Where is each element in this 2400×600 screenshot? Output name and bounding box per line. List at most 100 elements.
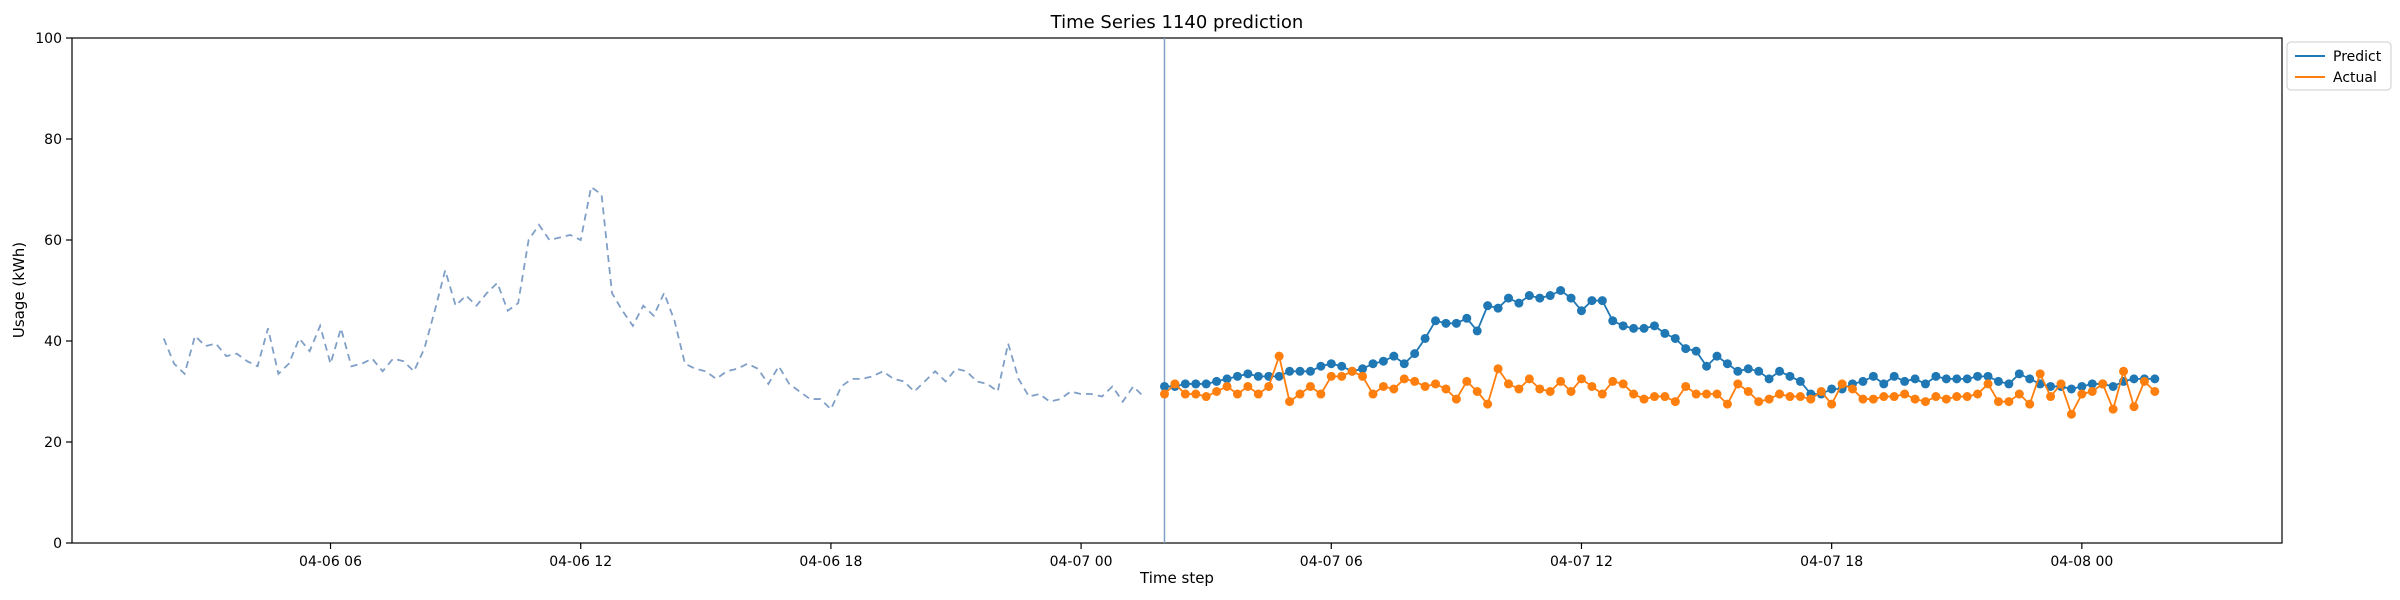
predict-data-point	[2066, 384, 2076, 394]
predict-data-point	[1222, 374, 1232, 384]
actual-data-point	[1389, 384, 1399, 394]
predict-data-point	[1649, 321, 1659, 331]
actual-data-point	[1733, 379, 1743, 389]
actual-data-point	[1889, 392, 1899, 402]
actual-data-point	[1556, 376, 1566, 386]
actual-data-point	[1993, 397, 2003, 407]
actual-data-point	[1472, 387, 1482, 396]
predict-data-point	[1535, 293, 1545, 303]
actual-data-point	[1170, 379, 1180, 389]
predict-data-point	[1639, 323, 1649, 333]
actual-data-point	[1795, 392, 1805, 402]
y-tick-label: 80	[44, 132, 62, 148]
actual-data-point	[1399, 374, 1409, 384]
predict-data-point	[1962, 374, 1972, 384]
predict-data-point	[1910, 374, 1920, 384]
predict-data-point	[1743, 364, 1753, 374]
x-tick-label: 04-06 12	[549, 554, 612, 570]
predict-data-point	[1472, 326, 1482, 336]
predict-data-point	[2087, 379, 2097, 389]
actual-data-point	[2025, 399, 2035, 409]
x-tick-label: 04-06 18	[799, 554, 862, 570]
actual-data-point	[1941, 394, 1951, 404]
actual-data-point	[1587, 381, 1597, 391]
actual-data-point	[1243, 381, 1253, 391]
actual-data-point	[1629, 389, 1639, 399]
actual-data-point	[1900, 389, 1910, 399]
predict-data-point	[1576, 306, 1586, 316]
predict-data-point	[1420, 333, 1430, 343]
x-tick-label: 04-07 18	[1800, 554, 1863, 570]
actual-data-point	[1618, 379, 1628, 389]
predict-data-point	[1973, 371, 1983, 381]
actual-data-point	[1180, 389, 1190, 399]
chart-title: Time Series 1140 prediction	[1050, 12, 1304, 33]
actual-data-point	[2066, 409, 2076, 419]
y-tick-label: 0	[53, 536, 62, 552]
predict-data-point	[1462, 313, 1472, 323]
actual-data-point	[1347, 366, 1357, 376]
x-tick-label: 04-07 06	[1300, 554, 1363, 570]
actual-data-point	[1858, 394, 1868, 404]
predict-data-point	[2077, 381, 2087, 391]
predict-data-point	[1483, 301, 1493, 311]
predict-data-point	[1180, 379, 1190, 389]
actual-data-point	[1483, 399, 1493, 409]
predict-data-point	[1493, 303, 1503, 313]
predict-data-point	[1295, 366, 1305, 376]
predict-data-point	[1337, 361, 1347, 371]
actual-data-point	[1722, 399, 1732, 409]
actual-data-point	[2087, 387, 2097, 396]
predict-data-point	[1827, 384, 1837, 394]
predict-data-point	[1941, 374, 1951, 384]
actual-data-point	[1159, 389, 1169, 399]
actual-data-point	[1920, 397, 1930, 407]
actual-data-point	[1545, 387, 1555, 396]
actual-data-point	[2098, 379, 2108, 389]
predict-data-point	[1410, 349, 1420, 359]
predict-series-line	[1164, 289, 2155, 395]
y-tick-label: 100	[35, 31, 62, 47]
actual-data-point	[1274, 351, 1284, 361]
legend-predict-label: Predict	[2333, 49, 2382, 65]
predict-data-point	[1691, 346, 1701, 356]
actual-data-point	[1775, 389, 1785, 399]
predict-data-point	[1754, 366, 1764, 376]
y-axis: 0 20 40 60 80 100	[35, 31, 72, 552]
predict-data-point	[1253, 371, 1263, 381]
predict-data-point	[2108, 381, 2118, 391]
predict-data-point	[1243, 369, 1253, 379]
actual-data-point	[2077, 389, 2087, 399]
y-axis-label: Usage (kWh)	[10, 242, 28, 338]
predict-data-point	[1201, 379, 1211, 389]
predict-data-point	[1389, 351, 1399, 361]
actual-data-point	[1462, 376, 1472, 386]
actual-data-point	[1712, 389, 1722, 399]
actual-data-point	[1201, 392, 1211, 402]
actual-data-point	[2139, 376, 2149, 386]
actual-data-point	[1441, 384, 1451, 394]
predict-data-point	[1775, 366, 1785, 376]
predict-data-point	[1722, 359, 1732, 369]
actual-data-point	[1535, 384, 1545, 394]
actual-data-point	[2014, 389, 2024, 399]
actual-data-point	[1337, 371, 1347, 381]
actual-data-point	[1639, 394, 1649, 404]
x-tick-label: 04-06 06	[299, 554, 362, 570]
actual-data-point	[1702, 389, 1712, 399]
predict-data-point	[1399, 359, 1409, 369]
actual-data-point	[2056, 379, 2066, 389]
predict-data-point	[1232, 371, 1242, 381]
actual-data-point	[1410, 376, 1420, 386]
x-tick-label: 04-08 00	[2050, 554, 2113, 570]
actual-data-point	[1743, 387, 1753, 396]
predict-data-point	[1952, 374, 1962, 384]
actual-data-point	[1681, 381, 1691, 391]
predict-data-point	[2004, 379, 2014, 389]
legend-actual-label: Actual	[2333, 70, 2377, 86]
predict-data-point	[1431, 316, 1441, 326]
predict-data-point	[1191, 379, 1201, 389]
predict-data-point	[1900, 376, 1910, 386]
actual-data-point	[1754, 397, 1764, 407]
actual-data-point	[1868, 394, 1878, 404]
